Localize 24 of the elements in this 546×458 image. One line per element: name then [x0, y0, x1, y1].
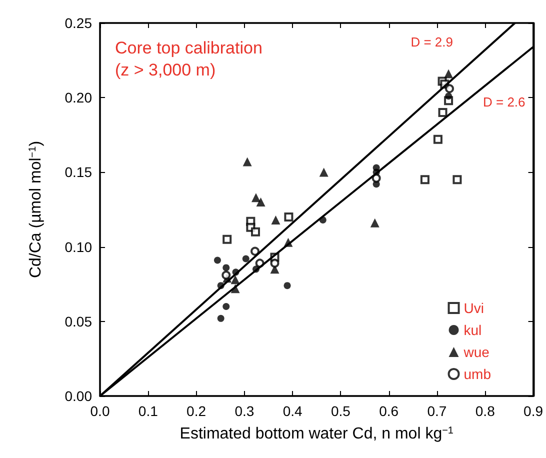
x-tick-label: 0.2 [186, 403, 206, 419]
legend-label: kul [464, 322, 482, 338]
y-tick-label: 0.15 [64, 164, 92, 180]
y-tick-label: 0.05 [64, 313, 92, 330]
x-tick-label: 0.3 [234, 403, 254, 419]
x-tick-label: 0.6 [379, 403, 399, 419]
legend-label: umb [464, 366, 492, 382]
y-tick-label: 0.25 [64, 15, 92, 31]
annotation: D = 2.9 [410, 34, 453, 50]
y-tick-label: 0.20 [64, 90, 92, 106]
x-tick-label: 0.9 [524, 403, 544, 419]
y-tick-label: 0.10 [64, 238, 92, 255]
x-tick-label: 0.0 [90, 403, 110, 419]
text: Core top calibration (z > 3,000 m) [115, 38, 262, 80]
annotation: D = 2.6 [482, 94, 526, 110]
x-tick-label: 0.5 [330, 403, 351, 419]
y-axis-title: Cd/Ca (µmol mol−1) [28, 140, 44, 278]
x-tick-label: 0.4 [282, 403, 303, 419]
legend-label: wue [462, 344, 490, 360]
x-tick-label: 0.7 [427, 403, 447, 419]
y-tick-label: 0.00 [64, 388, 92, 404]
x-tick-label: 0.1 [138, 403, 158, 419]
legend-label: Uvi [464, 300, 484, 316]
x-tick-label: 0.8 [475, 403, 496, 419]
